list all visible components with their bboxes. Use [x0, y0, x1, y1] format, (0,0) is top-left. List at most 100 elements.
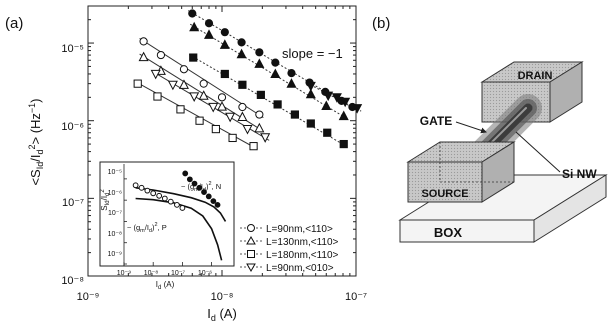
legend-label-1: L=90nm,<110> [266, 224, 333, 235]
data-point [323, 91, 334, 102]
data-point [340, 97, 351, 108]
data-point [178, 79, 189, 89]
inset-data-point [174, 201, 180, 208]
x-tick-label-1e-8: 10⁻⁸ [211, 291, 234, 303]
data-point [305, 88, 316, 99]
inset-data-point [138, 184, 145, 191]
box-layer: BOX [398, 174, 608, 243]
data-point [249, 142, 258, 151]
data-point [189, 53, 198, 62]
data-point [237, 111, 248, 121]
inset-data-point [182, 170, 189, 177]
legend: L=90nm,<110> L=130nm,<110> L=180nm,<110>… [240, 224, 339, 274]
data-point [153, 92, 162, 101]
inset-data-point [144, 187, 151, 194]
inset-data-point [201, 189, 207, 195]
inset-data-points [132, 170, 221, 211]
source-label: SOURCE [421, 188, 468, 200]
inset-y-tick-1e-5: 10⁻⁵ [108, 169, 122, 176]
data-point [204, 19, 214, 28]
data-point [189, 92, 200, 102]
data-point [339, 139, 348, 149]
y-tick-label-1e-8: 10⁻⁸ [61, 275, 84, 287]
data-point [238, 80, 247, 89]
y-tick-label-1e-5: 10⁻⁵ [61, 43, 84, 55]
data-point [188, 9, 197, 18]
data-point [254, 58, 265, 68]
data-point [217, 93, 227, 102]
data-point [195, 116, 204, 125]
gate-leader-line [455, 121, 487, 134]
inset-x-tick-1e-9: 10⁻⁹ [117, 270, 131, 277]
inset-data-point [179, 205, 186, 211]
legend-item-1: L=90nm,<110> [240, 224, 333, 235]
data-point [150, 69, 161, 80]
y-tick-label-1e-6: 10⁻⁶ [61, 121, 84, 133]
legend-marker-triangle-up-open [246, 235, 256, 245]
data-point [138, 51, 149, 62]
legend-label-4: L=90nm,<010> [266, 263, 334, 274]
inset-model-curves [135, 187, 227, 261]
inset-model-curve [135, 187, 227, 222]
box-front-face [399, 219, 535, 243]
data-point [208, 102, 219, 113]
inset-data-point [210, 198, 217, 205]
data-point [273, 100, 282, 109]
data-point [290, 110, 300, 119]
inset-y-axis-title: SId/Id2 [100, 189, 111, 211]
data-point [133, 79, 142, 88]
data-point [225, 112, 236, 123]
data-point [338, 110, 349, 121]
fit-line [189, 23, 348, 120]
legend-item-3: L=180nm,<110> [240, 250, 339, 261]
data-point [331, 93, 342, 103]
data-point [321, 100, 332, 111]
data-point [219, 39, 230, 49]
data-point [220, 28, 229, 37]
legend-marker-triangle-down-open [246, 263, 256, 273]
inset-curve-label-p: ~ (gm/Id)2, P [127, 222, 167, 234]
inset-x-axis-title: Id (A) [156, 280, 175, 291]
data-point [176, 105, 185, 114]
data-point [271, 58, 280, 67]
data-point [286, 78, 297, 88]
inset-data-point [156, 192, 163, 199]
inset-data-point [205, 193, 212, 200]
legend-marker-square-open [247, 250, 255, 258]
data-point [323, 128, 332, 137]
nanowire-label: Si NW [562, 167, 597, 181]
inset-x-tick-1e-6: 10⁻⁶ [198, 270, 212, 277]
data-point [242, 124, 253, 135]
data-point [287, 69, 296, 78]
inset-y-tick-1e-6: 10⁻⁶ [108, 190, 122, 197]
panel-b-label: (b) [372, 15, 390, 32]
inset-data-point [132, 182, 139, 189]
data-point [237, 38, 246, 47]
data-point [352, 104, 363, 114]
inset-model-curve [135, 197, 223, 261]
inset-plot-frame [99, 161, 235, 267]
data-point [255, 48, 264, 57]
data-point [220, 69, 229, 79]
data-point [198, 90, 209, 100]
inset-data-point [214, 201, 221, 208]
inset-axis-ticks [123, 164, 212, 266]
inset-data-point [167, 198, 174, 205]
legend-marker-circle-open [247, 224, 255, 232]
fit-line [188, 54, 348, 148]
device-diagram: BOX DRAIN SOURCE GATE Si NW [398, 61, 608, 243]
data-point [270, 68, 281, 79]
data-point [238, 102, 247, 112]
inset-curve-label-n: ~ (gm/Id)2, N [181, 181, 221, 193]
box-label: BOX [434, 225, 463, 240]
x-tick-label-1e-9: 10⁻⁹ [77, 291, 100, 303]
legend-item-4: L=90nm,<010> [240, 263, 334, 274]
data-point [199, 79, 208, 88]
slope-annotation: slope = −1 [282, 46, 343, 61]
data-point [156, 50, 166, 60]
data-point [216, 101, 228, 111]
inset-data-point [196, 184, 203, 191]
legend-item-2: L=130nm,<110> [240, 235, 339, 248]
y-axis-title: <SId/Id2> (Hz−1) [27, 98, 45, 185]
